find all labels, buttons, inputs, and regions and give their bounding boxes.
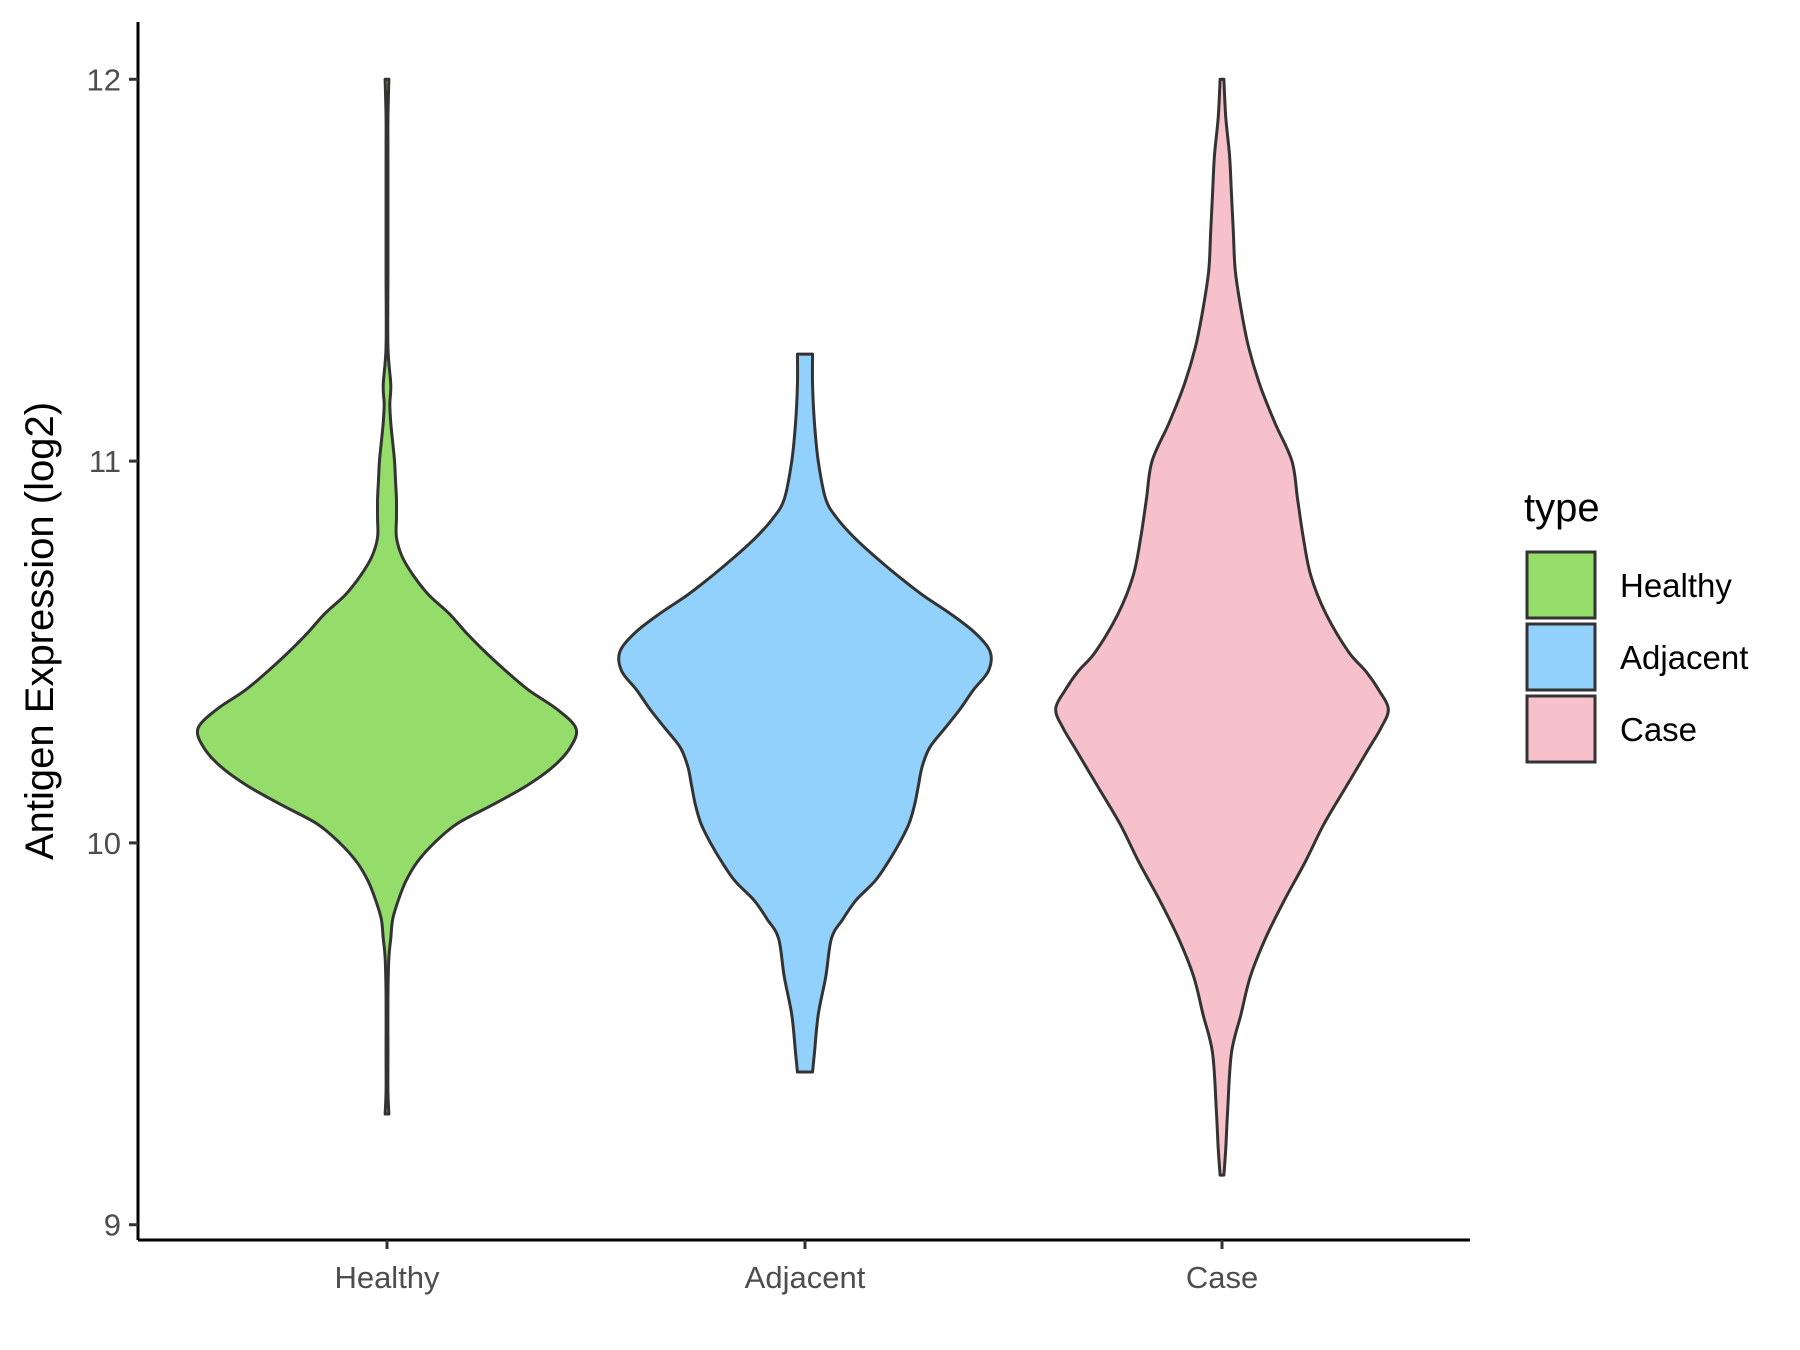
legend-title: type bbox=[1524, 486, 1600, 530]
legend-label-case: Case bbox=[1620, 711, 1697, 748]
violin-adjacent bbox=[617, 352, 993, 1074]
legend-label-adjacent: Adjacent bbox=[1620, 639, 1748, 676]
legend-key-adjacent bbox=[1525, 622, 1597, 692]
x-tick-label: Healthy bbox=[334, 1260, 440, 1295]
legend: type Healthy Adjacent Case bbox=[1524, 486, 1748, 764]
x-axis-ticks: Healthy Adjacent Case bbox=[334, 1240, 1258, 1295]
x-tick-label: Adjacent bbox=[745, 1260, 866, 1295]
y-tick-label: 9 bbox=[104, 1208, 121, 1243]
y-tick-label: 10 bbox=[87, 826, 121, 861]
y-axis-ticks: 9 10 11 12 bbox=[87, 62, 138, 1243]
violin-healthy bbox=[195, 77, 579, 1116]
y-axis-title: Antigen Expression (log2) bbox=[18, 402, 62, 860]
y-tick-label: 12 bbox=[87, 62, 121, 97]
x-tick-label: Case bbox=[1186, 1260, 1258, 1295]
legend-key-healthy bbox=[1525, 550, 1597, 620]
legend-label-healthy: Healthy bbox=[1620, 567, 1732, 604]
legend-key-case bbox=[1525, 694, 1597, 764]
violin-layer bbox=[195, 77, 1390, 1177]
violin-case bbox=[1054, 77, 1390, 1177]
y-tick-label: 11 bbox=[89, 444, 121, 479]
